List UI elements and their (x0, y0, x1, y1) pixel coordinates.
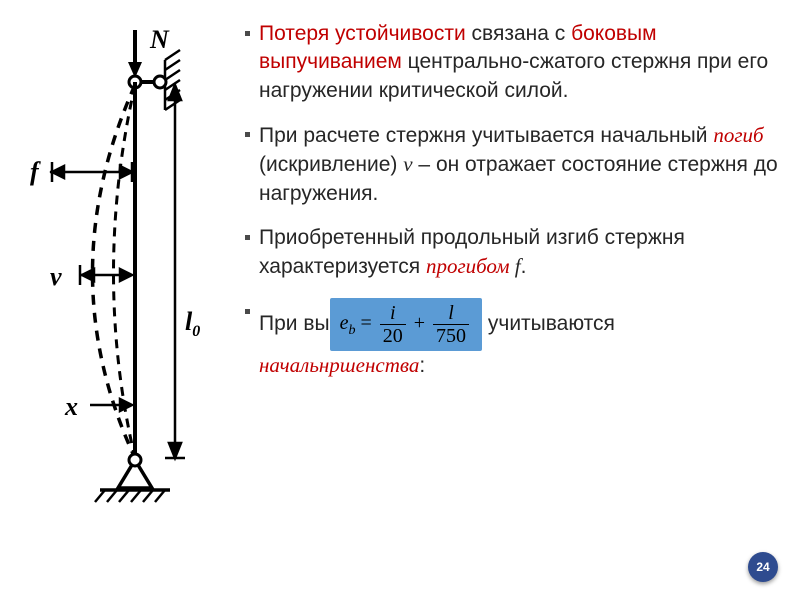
text-run: При вы (259, 312, 330, 335)
bullet-item: При расчете стержня учитывается начальны… (245, 121, 780, 208)
text-run: : (419, 354, 425, 377)
label-x: x (64, 392, 78, 421)
text-run: погиб (713, 123, 763, 147)
text-run: связана с (472, 22, 572, 45)
page-number: 24 (756, 560, 769, 574)
bullet-list: Потеря устойчивости связана с боковым вы… (245, 20, 780, 380)
label-N: N (149, 30, 170, 54)
text-run: учитываются (482, 312, 615, 335)
text-run: При расчете стержня учитывается начальны… (259, 124, 713, 147)
beam-diagram: N f v (10, 30, 210, 510)
text-column: Потеря устойчивости связана с боковым вы… (220, 10, 780, 600)
label-f: f (30, 157, 41, 186)
text-run: Потеря устойчивости (259, 22, 472, 45)
bullet-item: Приобретенный продольный изгиб стержня х… (245, 224, 780, 282)
text-run: ν (403, 152, 412, 176)
text-run: (искривление) (259, 153, 403, 176)
bullet-item: Потеря устойчивости связана с боковым вы… (245, 20, 780, 105)
text-run: ршенства (329, 353, 419, 377)
label-v: v (50, 262, 62, 291)
formula-box: eb = i20 + l750 (330, 298, 482, 351)
text-run: . (521, 255, 527, 278)
diagram-column: N f v (10, 10, 220, 600)
bullet-item: При выeb = i20 + l750 учитываются началь… (245, 298, 780, 380)
text-run: начальн (259, 353, 329, 377)
page-number-badge: 24 (748, 552, 778, 582)
label-l0: l0 (185, 307, 200, 340)
slide-container: N f v (0, 0, 800, 600)
text-run: прогибом (426, 254, 515, 278)
